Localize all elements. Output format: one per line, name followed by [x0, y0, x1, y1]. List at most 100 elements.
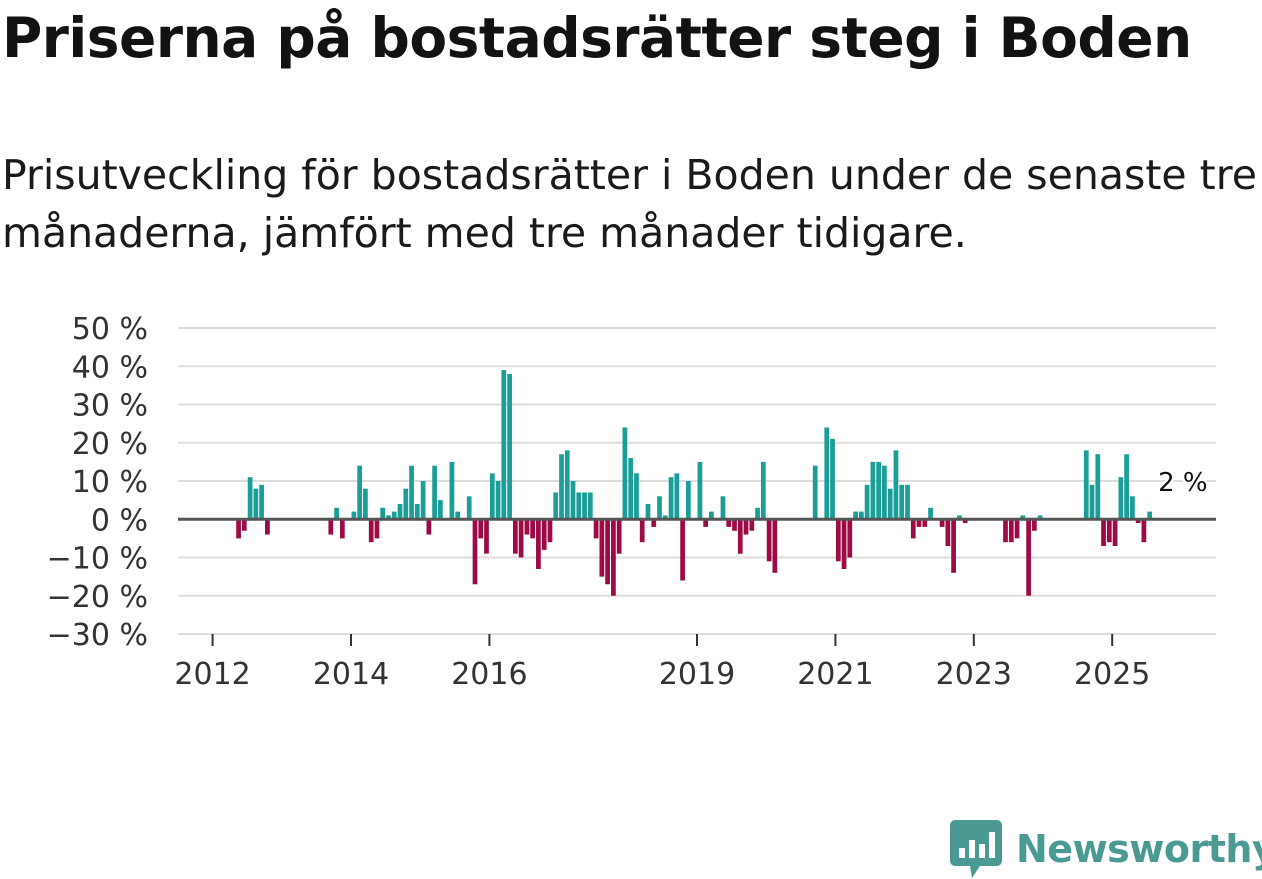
bar — [339, 519, 345, 539]
bar — [910, 519, 916, 539]
bar — [1112, 519, 1118, 547]
brand-name: Newsworthy — [1016, 827, 1262, 871]
bar — [564, 450, 570, 520]
bar — [547, 519, 553, 543]
bar — [259, 484, 264, 520]
bar — [685, 481, 691, 520]
bar — [541, 519, 547, 550]
bar — [922, 519, 928, 527]
bar — [645, 503, 651, 520]
y-tick-label: 0 % — [91, 503, 148, 538]
bar — [265, 519, 270, 535]
bar — [812, 465, 818, 520]
bar — [1014, 519, 1020, 539]
bar — [576, 492, 582, 520]
y-tick-label: 30 % — [72, 389, 148, 424]
bar — [1141, 519, 1147, 543]
bar — [639, 519, 645, 543]
x-tick-label: 2021 — [797, 657, 873, 692]
bar — [726, 519, 732, 527]
bar — [391, 511, 397, 520]
bar — [328, 519, 334, 535]
bar-chart-speech-bubble-icon — [950, 820, 1002, 878]
bar — [593, 519, 599, 539]
bar — [380, 507, 386, 520]
bar — [611, 519, 616, 596]
bar — [1003, 519, 1008, 543]
bar — [247, 477, 253, 520]
x-tick-label: 2012 — [174, 657, 250, 692]
bar — [599, 519, 605, 577]
bar — [893, 450, 899, 520]
bar — [432, 465, 437, 520]
bar — [438, 500, 443, 520]
bar — [858, 511, 864, 520]
chart-title: Priserna på bostadsrätter steg i Boden — [2, 6, 1192, 70]
bar — [363, 488, 368, 520]
bar — [945, 519, 951, 547]
bar — [409, 465, 414, 520]
bar — [905, 484, 910, 520]
x-tick-label: 2023 — [936, 657, 1012, 692]
bar — [484, 519, 489, 554]
bar — [743, 519, 749, 535]
bar — [236, 519, 241, 539]
x-tick-label: 2025 — [1074, 657, 1150, 692]
bar — [899, 484, 905, 520]
bar — [824, 427, 830, 520]
bar — [720, 496, 726, 520]
bar — [1089, 484, 1095, 520]
bars — [236, 370, 1153, 596]
bar — [334, 507, 339, 520]
bar — [241, 519, 247, 531]
x-tick-label: 2019 — [659, 657, 735, 692]
bar — [374, 519, 380, 539]
bar — [587, 492, 593, 520]
bar — [570, 481, 576, 520]
bar — [426, 519, 432, 535]
bar — [939, 519, 945, 527]
bar — [357, 465, 363, 520]
bar — [1106, 519, 1112, 543]
y-tick-label: −10 % — [47, 542, 148, 577]
bar — [835, 519, 841, 562]
bar — [524, 519, 530, 535]
bar — [628, 458, 634, 520]
bar — [755, 507, 760, 520]
bar — [957, 515, 962, 520]
bar — [951, 519, 956, 573]
bar — [928, 507, 933, 520]
bar — [841, 519, 847, 569]
bar — [962, 519, 968, 524]
bar — [697, 461, 703, 520]
bar — [870, 461, 876, 520]
bar — [386, 515, 391, 520]
newsworthy-logo: Newsworthy — [950, 820, 1262, 878]
bar — [1118, 477, 1124, 520]
bar — [1130, 496, 1135, 520]
bar — [1135, 519, 1141, 524]
bar — [651, 519, 657, 527]
bar — [449, 461, 455, 520]
bar — [368, 519, 374, 543]
axes — [178, 517, 1216, 646]
bar — [772, 519, 778, 573]
bar — [709, 511, 714, 520]
bar — [1095, 454, 1101, 520]
bar — [847, 519, 853, 558]
bar — [605, 519, 610, 585]
bar — [830, 438, 835, 520]
bar — [1008, 519, 1014, 543]
y-tick-label: −30 % — [47, 618, 148, 653]
bar — [530, 519, 536, 539]
bar — [455, 511, 461, 520]
bar — [403, 488, 409, 520]
bar — [414, 503, 420, 520]
bar — [674, 473, 680, 520]
bar — [622, 427, 628, 520]
bar — [559, 454, 564, 520]
bar — [1031, 519, 1037, 531]
chart-subtitle: Prisutveckling för bostadsrätter i Boden… — [2, 151, 1257, 257]
gridlines — [178, 327, 1216, 635]
y-tick-label: 40 % — [72, 350, 148, 385]
